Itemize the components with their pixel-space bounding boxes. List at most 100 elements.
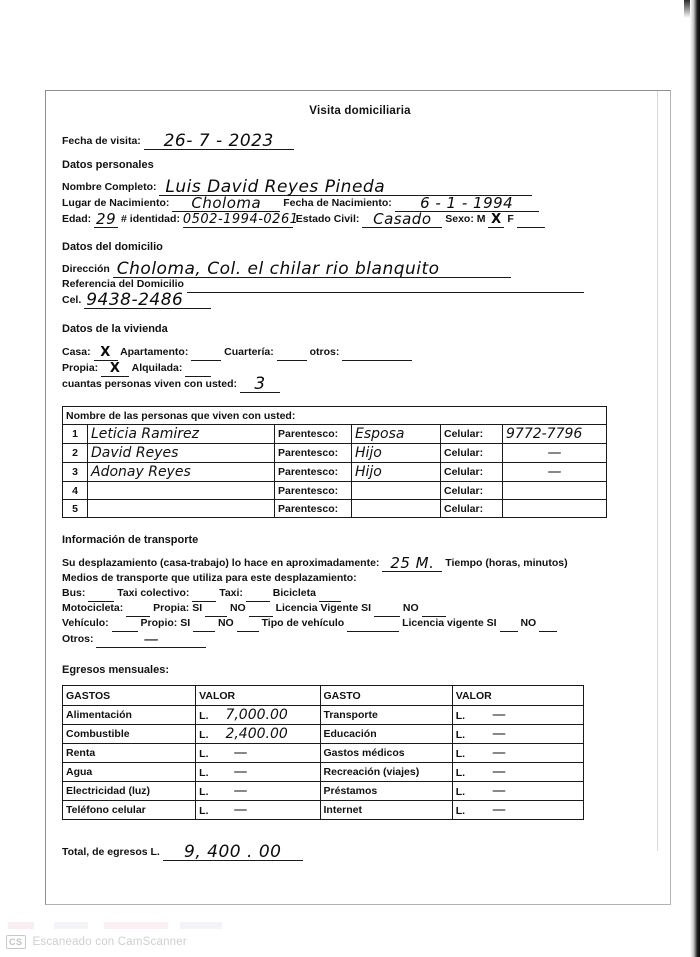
address-row: Dirección Choloma, Col. el chilar rio bl… (62, 261, 618, 278)
transport-moto-licencia-si-mark[interactable] (374, 616, 400, 617)
person-name[interactable]: Leticia Ramirez (87, 424, 275, 444)
transport-bus-mark[interactable] (88, 601, 115, 602)
identity-number-value[interactable]: 0502-1994-0261 (182, 212, 299, 228)
table-row[interactable]: 2 David Reyes Parentesco: Hijo Celular: … (62, 443, 607, 463)
sex-male-mark[interactable]: X (488, 212, 505, 228)
expense-value-left[interactable]: L. 7,000.00 (195, 705, 321, 725)
expense-amount[interactable]: — (233, 764, 248, 780)
address-reference-value[interactable] (186, 292, 584, 293)
transport-taxi-mark[interactable] (245, 601, 270, 602)
visit-date-label: Fecha de visita: (62, 135, 141, 147)
transport-vehiculo-propio-no-mark[interactable] (236, 631, 259, 632)
table-row[interactable]: 5 Parentesco: Celular: (62, 499, 607, 518)
person-parentesco-value[interactable]: Hijo (351, 443, 441, 463)
person-parentesco-value[interactable]: Esposa (351, 424, 441, 444)
housing-casa-mark[interactable]: X (93, 345, 118, 361)
table-row[interactable]: Teléfono celular L. — Internet L. — (61, 800, 585, 820)
person-celular-value[interactable] (502, 481, 607, 500)
birth-date-value[interactable]: 6 - 1 - 1994 (394, 196, 539, 212)
expense-value-left[interactable]: L. — (195, 762, 321, 782)
expense-amount[interactable]: — (492, 745, 506, 761)
expense-amount[interactable]: — (233, 745, 248, 761)
section-heading-informacion-transporte: Información de transporte (62, 534, 199, 546)
birth-row: Lugar de Nacimiento: Choloma Fecha de Na… (62, 195, 618, 212)
table-row[interactable]: Electricidad (luz) L. — Préstamos L. — (61, 781, 585, 801)
birth-place-value[interactable]: Choloma (172, 196, 281, 212)
total-expenses-value[interactable]: 9, 400 . 00 (162, 844, 303, 861)
transport-vehiculo-licencia-no-label: NO (520, 617, 537, 629)
age-value[interactable]: 29 (94, 210, 119, 228)
table-row[interactable]: 4 Parentesco: Celular: (62, 481, 607, 500)
person-name[interactable]: David Reyes (87, 443, 275, 463)
housing-apartamento-mark[interactable] (191, 360, 222, 361)
housing-propia-mark[interactable]: X (101, 361, 130, 377)
housing-alquilada-mark[interactable] (185, 376, 212, 377)
table-row[interactable]: 3 Adonay Reyes Parentesco: Hijo Celular:… (62, 462, 607, 482)
person-celular-value[interactable]: — (502, 462, 607, 482)
expense-amount[interactable]: — (492, 764, 506, 780)
table-row[interactable]: Renta L. — Gastos médicos L. — (61, 743, 585, 763)
expense-value-right[interactable]: L. — (451, 762, 585, 782)
section-heading-datos-personales: Datos personales (62, 159, 154, 171)
transport-bicicleta-mark[interactable] (318, 601, 341, 602)
person-celular-value[interactable]: 9772-7796 (502, 424, 607, 444)
address-reference-row: Referencia del Domicilio (62, 277, 618, 293)
commute-time-suffix: Tiempo (horas, minutos) (445, 557, 568, 569)
currency-symbol: L. (455, 786, 466, 798)
cell-phone-value[interactable]: 9438-2486 (84, 292, 212, 309)
expense-amount[interactable]: — (233, 802, 248, 818)
transport-moto-propia-si-mark[interactable] (205, 616, 228, 617)
expense-amount[interactable]: 2,400.00 (225, 726, 288, 742)
address-value[interactable]: Choloma, Col. el chilar rio blanquito (112, 261, 511, 278)
housing-otros-value[interactable] (342, 360, 413, 361)
expense-amount[interactable]: — (233, 783, 248, 799)
sex-female-mark[interactable] (516, 227, 545, 228)
housing-cuarteria-mark[interactable] (276, 360, 307, 361)
transport-vehiculo-licencia-no-mark[interactable] (539, 631, 558, 632)
transport-taxi-colectivo-mark[interactable] (192, 601, 217, 602)
table-row[interactable]: Alimentación L. 7,000.00 Transporte L. — (61, 705, 585, 725)
expense-value-right[interactable]: L. — (451, 800, 585, 820)
expense-value-right[interactable]: L. — (451, 705, 585, 725)
table-row[interactable]: 1 Leticia Ramirez Parentesco: Esposa Cel… (62, 424, 607, 444)
person-parentesco-label: Parentesco: (274, 481, 352, 500)
expense-value-left[interactable]: L. — (195, 800, 321, 820)
transport-vehiculo-licencia-si-mark[interactable] (499, 631, 518, 632)
person-name[interactable] (87, 481, 275, 500)
housing-people-value[interactable]: 3 (239, 376, 280, 393)
person-name[interactable]: Adonay Reyes (87, 462, 275, 482)
expense-value-left[interactable]: L. — (195, 781, 321, 801)
person-name[interactable] (87, 499, 275, 518)
commute-time-value[interactable]: 25 M. (382, 556, 443, 572)
full-name-value[interactable]: Luis David Reyes Pineda (159, 179, 533, 196)
expense-amount[interactable]: 7,000.00 (225, 707, 288, 723)
transport-otros-value[interactable]: — (96, 632, 207, 648)
expense-value-right[interactable]: L. — (451, 724, 585, 744)
visit-date-value[interactable]: 26- 7 - 2023 (143, 133, 294, 150)
table-row[interactable]: Agua L. — Recreación (viajes) L. — (61, 762, 585, 782)
person-celular-value[interactable] (502, 499, 607, 518)
expense-value-right[interactable]: L. — (451, 743, 585, 763)
person-parentesco-value[interactable]: Hijo (351, 462, 441, 482)
expense-value-right[interactable]: L. — (451, 781, 585, 801)
person-parentesco-value[interactable] (351, 481, 441, 500)
transport-bus-label: Bus: (62, 587, 86, 599)
expense-amount[interactable]: — (492, 802, 506, 818)
marital-status-value[interactable]: Casado (362, 212, 443, 228)
transport-moto-mark[interactable] (126, 616, 151, 617)
transport-vehiculo-propio-si-mark[interactable] (193, 631, 216, 632)
transport-moto-licencia-no-mark[interactable] (421, 616, 446, 617)
person-parentesco-value[interactable] (351, 499, 441, 518)
transport-vehiculo-mark[interactable] (111, 631, 138, 632)
person-celular-value[interactable]: — (502, 443, 607, 463)
transport-moto-propia-no-mark[interactable] (248, 616, 273, 617)
expense-amount[interactable]: — (492, 707, 506, 723)
expense-amount[interactable]: — (492, 726, 506, 742)
expense-value-left[interactable]: L. — (195, 743, 321, 763)
expense-name-right: Recreación (viajes) (319, 762, 453, 782)
table-row[interactable]: Combustible L. 2,400.00 Educación L. — (61, 724, 585, 744)
expense-value-left[interactable]: L. 2,400.00 (195, 724, 321, 744)
persons-table-heading: Nombre de las personas que viven con ust… (62, 406, 607, 425)
expense-amount[interactable]: — (492, 783, 506, 799)
transport-vehiculo-tipo-value[interactable] (347, 631, 400, 632)
